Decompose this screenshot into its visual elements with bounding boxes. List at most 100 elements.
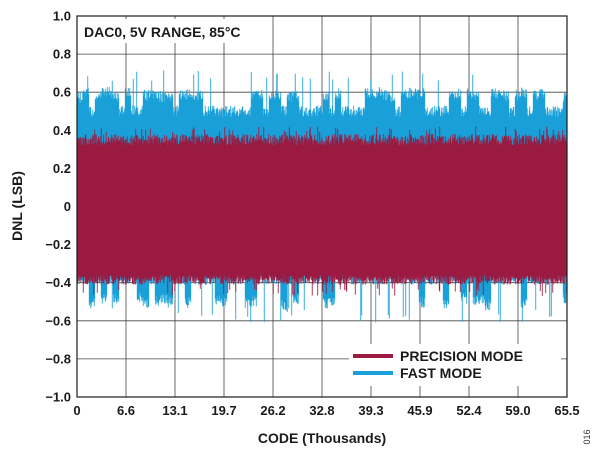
precision-mode-mark	[527, 144, 529, 276]
precision-mode-mark	[176, 134, 178, 282]
precision-mode-mark	[349, 138, 351, 277]
precision-mode-mark	[126, 145, 128, 279]
precision-mode-mark	[263, 126, 265, 280]
precision-mode-mark	[205, 140, 207, 277]
precision-mode-mark	[80, 137, 82, 281]
precision-mode-mark	[255, 140, 257, 277]
y-tick-label: −0.2	[45, 237, 71, 252]
precision-mode-mark	[402, 137, 404, 284]
precision-mode-mark	[82, 141, 84, 293]
precision-mode-mark	[352, 137, 354, 285]
y-axis-label: DNL (LSB)	[9, 171, 25, 241]
precision-mode-mark	[375, 134, 377, 282]
precision-mode-mark	[206, 142, 208, 279]
precision-mode-mark	[515, 141, 517, 285]
precision-mode-mark	[415, 136, 417, 279]
precision-mode-mark	[521, 136, 523, 278]
precision-mode-mark	[210, 137, 212, 277]
precision-mode-mark	[323, 145, 325, 282]
precision-mode-mark	[453, 137, 455, 281]
precision-mode-mark	[363, 138, 365, 282]
precision-mode-mark	[414, 141, 416, 279]
precision-mode-mark	[288, 139, 290, 284]
precision-mode-mark	[392, 144, 394, 279]
precision-mode-mark	[527, 135, 529, 283]
precision-mode-mark	[326, 139, 328, 283]
precision-mode-mark	[280, 136, 282, 279]
precision-mode-mark	[520, 138, 522, 283]
precision-mode-mark	[180, 135, 182, 282]
precision-mode-mark	[390, 129, 392, 284]
precision-mode-mark	[290, 142, 292, 277]
precision-mode-mark	[247, 135, 249, 280]
precision-mode-mark	[242, 144, 244, 284]
precision-mode-mark	[533, 136, 535, 278]
precision-mode-mark	[486, 140, 488, 276]
precision-mode-mark	[376, 140, 378, 280]
precision-mode-mark	[364, 142, 366, 281]
precision-mode-mark	[424, 136, 426, 278]
precision-mode-mark	[304, 134, 306, 276]
precision-mode-mark	[558, 131, 560, 282]
precision-mode-mark	[407, 137, 409, 278]
precision-mode-mark	[159, 137, 161, 277]
precision-mode-mark	[412, 142, 414, 281]
precision-mode-mark	[111, 134, 113, 280]
precision-mode-mark	[493, 138, 495, 285]
precision-mode-mark	[399, 145, 401, 283]
precision-mode-mark	[78, 141, 80, 277]
precision-mode-mark	[450, 137, 452, 276]
legend-background	[349, 344, 561, 386]
precision-mode-mark	[485, 139, 487, 281]
precision-mode-mark	[274, 135, 276, 281]
precision-mode-mark	[276, 144, 278, 281]
precision-mode-mark	[220, 138, 222, 284]
precision-mode-mark	[509, 141, 511, 281]
precision-mode-mark	[287, 136, 289, 284]
precision-mode-mark	[113, 134, 115, 281]
precision-mode-mark	[492, 136, 494, 277]
precision-mode-mark	[394, 136, 396, 296]
precision-mode-mark	[141, 129, 143, 282]
precision-mode-mark	[190, 142, 192, 277]
precision-mode-mark	[369, 144, 371, 280]
precision-mode-mark	[170, 137, 172, 282]
precision-mode-mark	[217, 135, 219, 277]
precision-mode-mark	[267, 143, 269, 284]
precision-mode-mark	[507, 140, 509, 276]
precision-mode-mark	[532, 141, 534, 282]
precision-mode-mark	[278, 138, 280, 281]
precision-mode-mark	[434, 138, 436, 276]
precision-mode-mark	[230, 144, 232, 279]
precision-mode-mark	[102, 141, 104, 276]
precision-mode-mark	[424, 144, 426, 276]
precision-mode-mark	[197, 134, 199, 280]
y-tick-label: 0.8	[53, 47, 71, 62]
precision-mode-mark	[245, 144, 247, 281]
precision-mode-mark	[486, 135, 488, 284]
precision-mode-mark	[501, 135, 503, 279]
precision-mode-mark	[370, 138, 372, 281]
precision-mode-mark	[339, 137, 341, 290]
precision-mode-mark	[400, 142, 402, 283]
precision-mode-mark	[237, 134, 239, 276]
precision-mode-mark	[474, 139, 476, 277]
precision-mode-mark	[390, 142, 392, 277]
precision-mode-mark	[539, 129, 541, 277]
precision-mode-mark	[444, 136, 446, 283]
precision-mode-mark	[277, 143, 279, 294]
precision-mode-mark	[114, 141, 116, 281]
precision-mode-mark	[316, 145, 318, 282]
precision-mode-mark	[155, 135, 157, 282]
precision-mode-mark	[166, 145, 168, 278]
precision-mode-mark	[190, 140, 192, 282]
precision-mode-mark	[104, 141, 106, 281]
precision-mode-mark	[408, 141, 410, 281]
precision-mode-mark	[346, 137, 348, 292]
precision-mode-mark	[222, 138, 224, 285]
precision-mode-mark	[257, 140, 259, 279]
precision-mode-mark	[431, 136, 433, 276]
precision-mode-mark	[157, 134, 159, 277]
precision-mode-mark	[454, 134, 456, 277]
y-tick-label: 0.4	[53, 123, 72, 138]
